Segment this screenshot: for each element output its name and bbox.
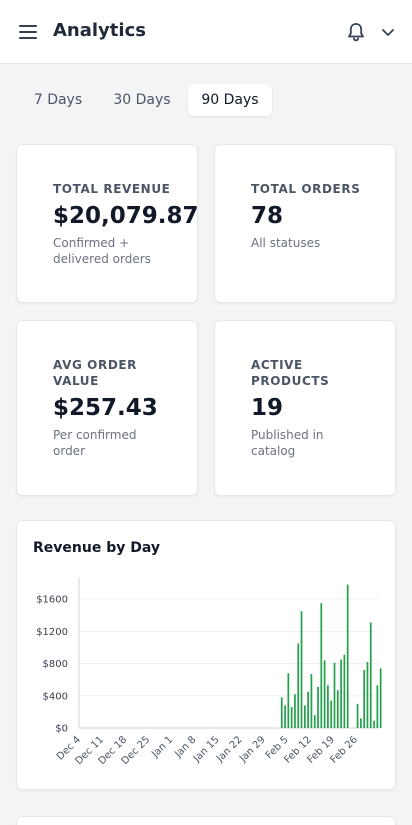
revenue-bar[interactable] xyxy=(310,674,313,728)
revenue-bar[interactable] xyxy=(373,720,375,728)
revenue-bar[interactable] xyxy=(340,659,342,728)
stat-label: TOTAL REVENUE xyxy=(53,182,171,196)
next-card xyxy=(16,816,396,825)
revenue-bar[interactable] xyxy=(346,584,349,728)
stat-card-total-revenue: TOTAL REVENUE $20,079.87 Confirmed + del… xyxy=(16,144,199,303)
revenue-bar[interactable] xyxy=(313,715,316,728)
chart-title: Revenue by Day xyxy=(33,540,160,556)
bell-icon[interactable] xyxy=(345,21,367,43)
x-tick-label: Jan 29 xyxy=(237,734,268,765)
stat-card-active-products: ACTIVE PRODUCTS 19 Published in catalog xyxy=(214,320,396,496)
stat-label: AVG ORDER VALUE xyxy=(53,358,138,388)
revenue-bar[interactable] xyxy=(297,643,300,728)
stat-subtext: Confirmed + delivered orders xyxy=(53,236,151,266)
stat-label: TOTAL ORDERS xyxy=(251,182,361,196)
revenue-bar[interactable] xyxy=(303,705,306,728)
revenue-bar[interactable] xyxy=(320,603,323,728)
menu-icon[interactable] xyxy=(19,24,37,40)
y-tick-label: $1200 xyxy=(36,627,68,638)
revenue-bar[interactable] xyxy=(376,685,379,728)
stat-subtext: Published in catalog xyxy=(251,428,324,458)
stat-label: ACTIVE PRODUCTS xyxy=(251,358,330,388)
y-tick-label: $0 xyxy=(55,724,68,735)
revenue-bar[interactable] xyxy=(363,670,366,728)
revenue-bar[interactable] xyxy=(336,690,339,728)
stat-subtext: All statuses xyxy=(251,236,321,250)
y-tick-label: $1600 xyxy=(36,595,68,606)
stat-value: 19 xyxy=(251,395,284,421)
revenue-bar[interactable] xyxy=(323,660,326,728)
stat-card-total-orders: TOTAL ORDERS 78 All statuses xyxy=(214,144,396,303)
revenue-bar[interactable] xyxy=(366,661,369,728)
revenue-bar[interactable] xyxy=(333,662,336,728)
stat-value: $20,079.87 xyxy=(53,203,199,229)
stat-value: 78 xyxy=(251,203,284,229)
revenue-bar[interactable] xyxy=(294,694,296,728)
x-tick-label: Jan 22 xyxy=(214,734,245,765)
revenue-bar[interactable] xyxy=(284,705,286,728)
revenue-bar[interactable] xyxy=(317,686,319,728)
stat-card-avg-order-value: AVG ORDER VALUE $257.43 Per confirmed or… xyxy=(16,320,198,496)
page-title: Analytics xyxy=(53,20,146,41)
revenue-bar[interactable] xyxy=(287,673,290,728)
x-tick-label: Jan 1 xyxy=(149,734,175,760)
tab-30-days[interactable]: 30 Days xyxy=(113,92,171,108)
revenue-bar[interactable] xyxy=(307,691,309,728)
revenue-bar[interactable] xyxy=(300,611,303,728)
revenue-bar[interactable] xyxy=(280,697,283,728)
revenue-bar[interactable] xyxy=(360,718,362,728)
revenue-bar[interactable] xyxy=(330,700,333,728)
revenue-bar[interactable] xyxy=(369,622,372,728)
tab-90-days[interactable]: 90 Days xyxy=(188,84,272,116)
revenue-bar[interactable] xyxy=(343,654,346,728)
stat-subtext: Per confirmed order xyxy=(53,428,137,458)
revenue-bar[interactable] xyxy=(356,703,359,728)
y-tick-label: $400 xyxy=(43,691,68,702)
revenue-bar[interactable] xyxy=(290,707,293,728)
revenue-chart-card: Revenue by Day $0 $400 $800 $1200 $1600 Dec 4… xyxy=(16,520,396,790)
tab-7-days[interactable]: 7 Days xyxy=(33,92,83,108)
y-tick-label: $800 xyxy=(43,659,68,670)
top-bar: Analytics xyxy=(0,0,412,64)
revenue-bar[interactable] xyxy=(379,668,382,728)
chevron-down-icon[interactable] xyxy=(380,24,396,40)
stat-value: $257.43 xyxy=(53,395,158,421)
revenue-bar[interactable] xyxy=(327,685,329,728)
x-tick-label: Jan 15 xyxy=(191,734,222,765)
